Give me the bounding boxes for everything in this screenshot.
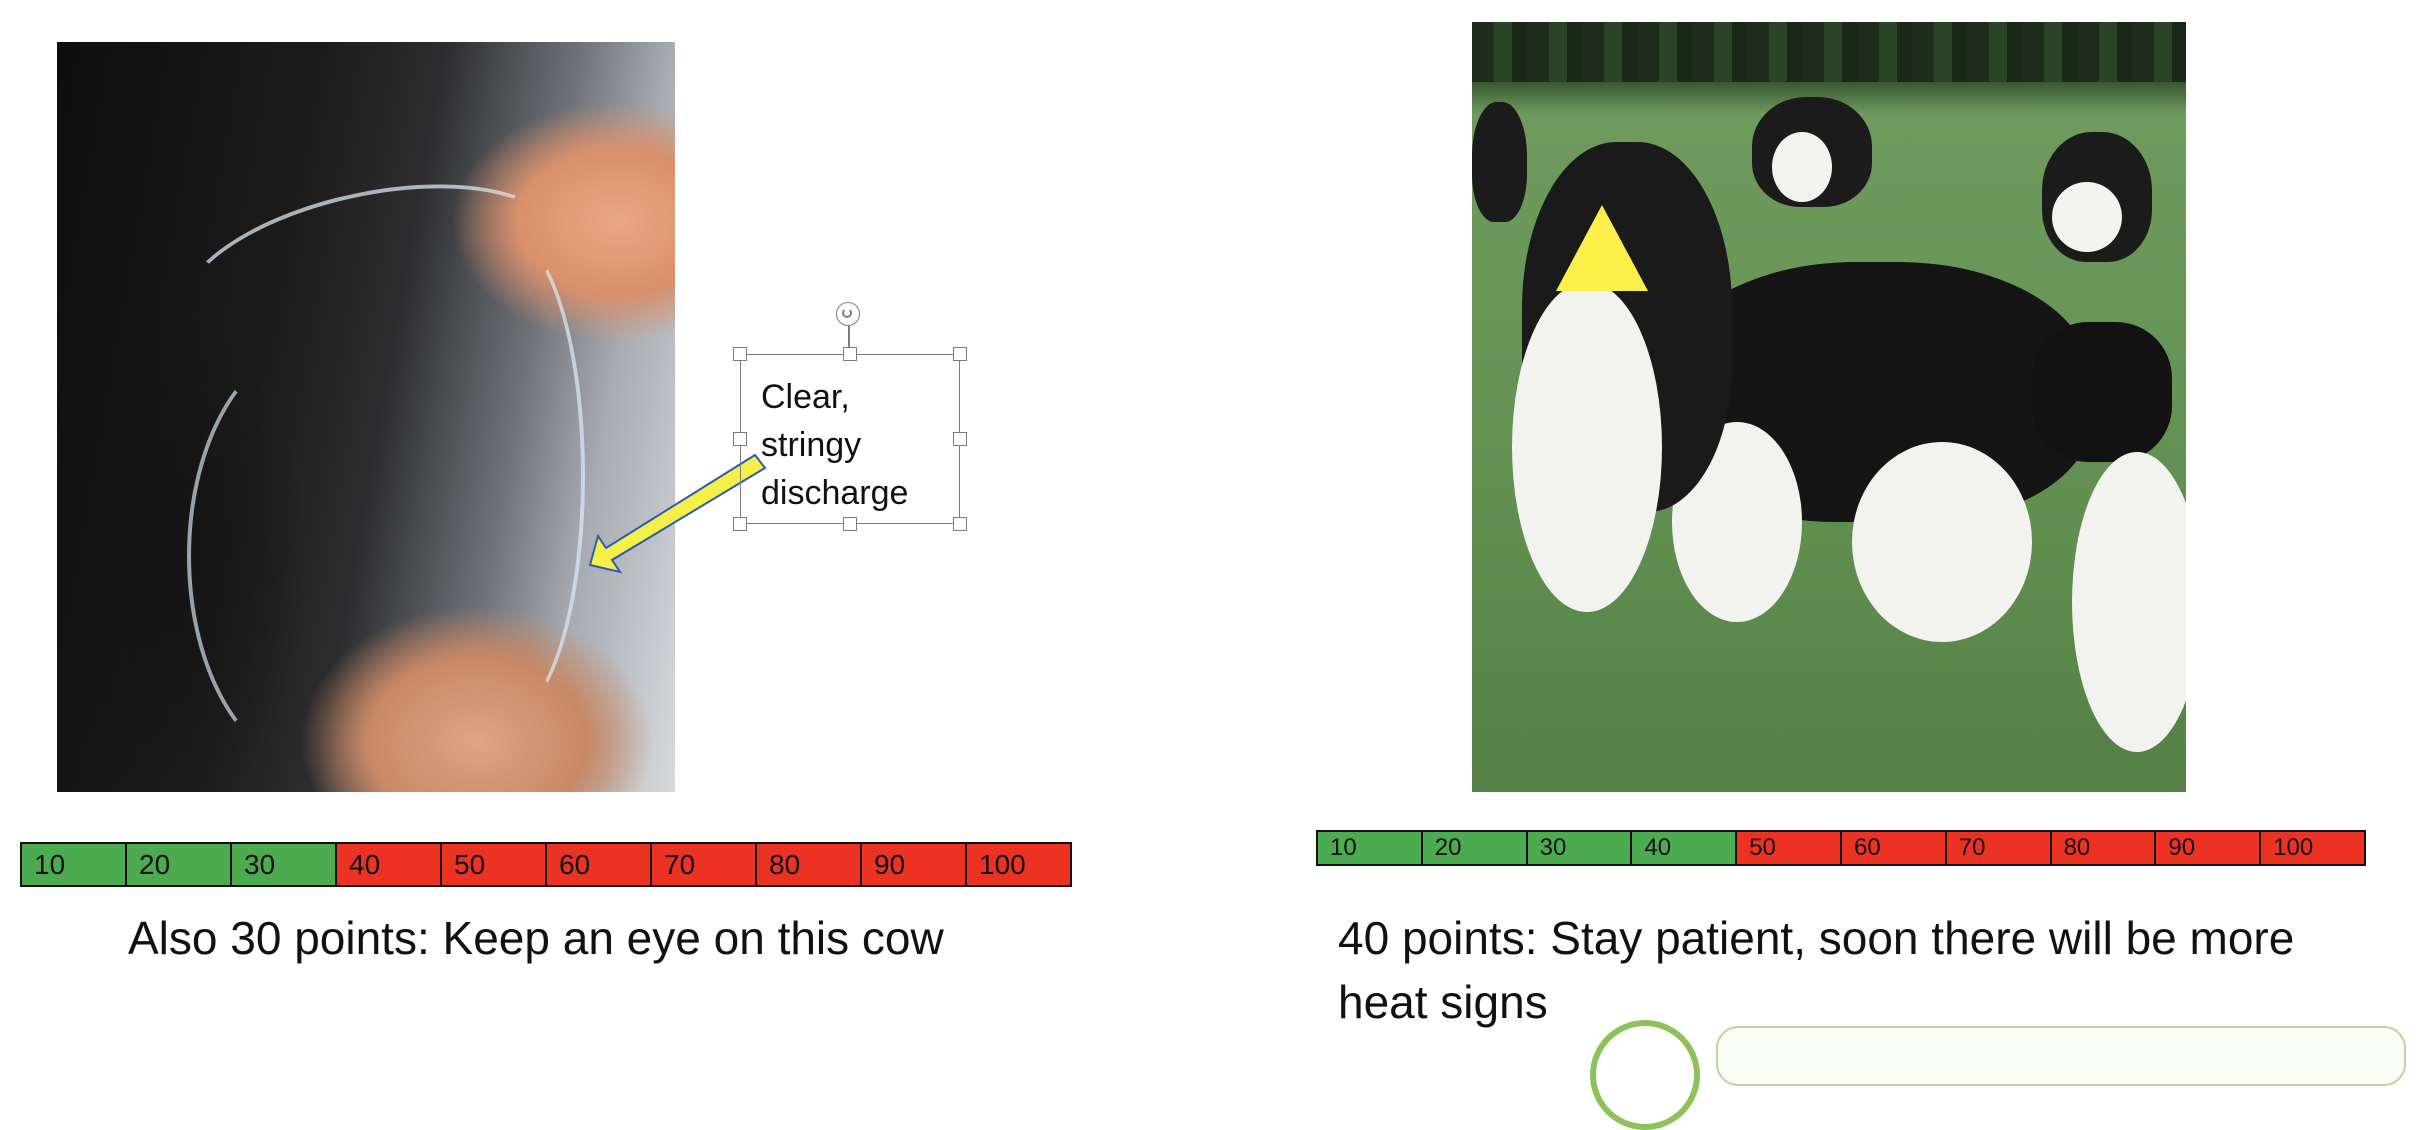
scale-cell: 100 bbox=[2261, 832, 2364, 864]
scale-cell: 30 bbox=[1527, 832, 1633, 864]
scale-cell: 10 bbox=[1318, 832, 1423, 864]
scale-cell: 20 bbox=[1422, 832, 1528, 864]
scale-cell: 50 bbox=[442, 844, 547, 885]
rotate-icon[interactable] bbox=[836, 302, 860, 326]
distant-cow bbox=[1472, 102, 1527, 222]
score-scale-left: 10 20 30 40 50 60 70 80 90 100 bbox=[20, 842, 1072, 887]
scale-cell: 40 bbox=[1632, 832, 1738, 864]
resize-handle-bottom-left[interactable] bbox=[733, 517, 747, 531]
scale-cell: 40 bbox=[337, 844, 442, 885]
scale-cell: 80 bbox=[2051, 832, 2157, 864]
rotate-stem bbox=[848, 326, 850, 354]
scale-cell: 70 bbox=[652, 844, 757, 885]
resize-handle-top-right[interactable] bbox=[953, 347, 967, 361]
tree-line bbox=[1472, 22, 2186, 82]
scale-cell: 10 bbox=[22, 844, 127, 885]
discharge-photo bbox=[57, 42, 675, 792]
resize-handle-right[interactable] bbox=[953, 432, 967, 446]
cow-white-patch bbox=[1852, 442, 2032, 642]
cow-white-patch bbox=[2072, 452, 2186, 752]
callout-textbox[interactable]: Clear, stringy discharge bbox=[740, 354, 960, 524]
callout-line-2: stringy bbox=[761, 426, 862, 464]
black-cow-head bbox=[2032, 322, 2172, 462]
slime-strand bbox=[427, 232, 585, 720]
callout-line-3: discharge bbox=[761, 474, 909, 512]
resize-handle-left[interactable] bbox=[733, 432, 747, 446]
scale-cell: 60 bbox=[547, 844, 652, 885]
scale-cell: 60 bbox=[1841, 832, 1947, 864]
scale-cell: 100 bbox=[967, 844, 1070, 885]
slime-strand bbox=[187, 342, 445, 770]
resize-handle-bottom-right[interactable] bbox=[953, 517, 967, 531]
cow-white-patch bbox=[2052, 182, 2122, 252]
resize-handle-top[interactable] bbox=[843, 347, 857, 361]
scale-cell: 90 bbox=[2156, 832, 2262, 864]
triangle-marker-icon bbox=[1556, 205, 1648, 291]
score-scale-right: 10 20 30 40 50 60 70 80 90 100 bbox=[1316, 830, 2366, 866]
scale-cell: 50 bbox=[1737, 832, 1842, 864]
cows-pasture-photo bbox=[1472, 22, 2186, 792]
scale-cell: 80 bbox=[757, 844, 862, 885]
resize-handle-top-left[interactable] bbox=[733, 347, 747, 361]
resize-handle-bottom[interactable] bbox=[843, 517, 857, 531]
cow-white-patch bbox=[1772, 132, 1832, 202]
callout-line-1: Clear, bbox=[761, 378, 850, 416]
scale-cell: 20 bbox=[127, 844, 232, 885]
scale-cell: 70 bbox=[1946, 832, 2052, 864]
scale-cell: 30 bbox=[232, 844, 337, 885]
partial-panel bbox=[1716, 1026, 2406, 1086]
caption-right: 40 points: Stay patient, soon there will… bbox=[1338, 912, 2295, 1028]
cow-white-patch bbox=[1512, 282, 1662, 612]
partial-circle-icon bbox=[1590, 1020, 1700, 1130]
scale-cell: 90 bbox=[862, 844, 967, 885]
caption-left: Also 30 points: Keep an eye on this cow bbox=[128, 912, 944, 964]
